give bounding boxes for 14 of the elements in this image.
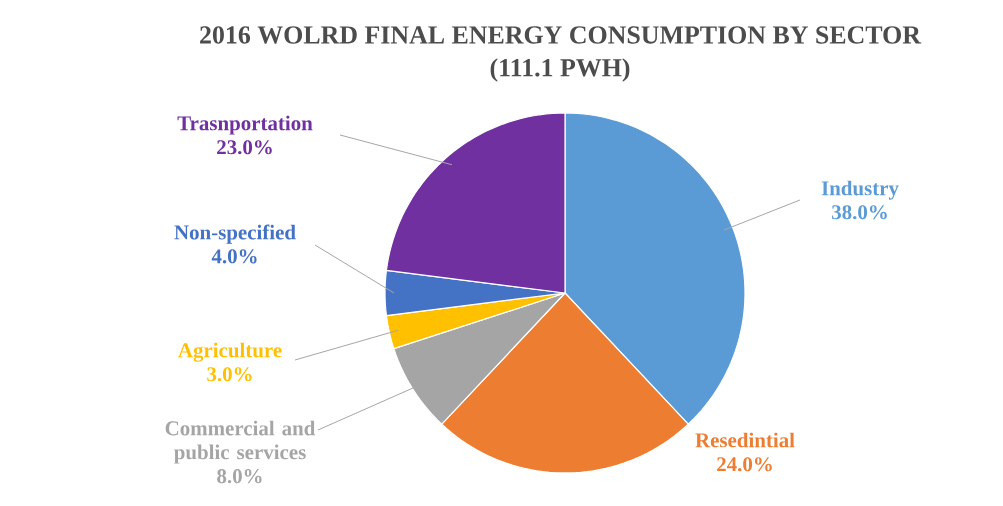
slice-label: Trasnportation [177,115,313,135]
slice-label: Industry [821,180,899,200]
data-label: 3.0% [207,367,252,382]
data-label: 8.0% [217,469,262,484]
data-label: 4.0% [211,249,257,264]
data-label: 23.0% [217,140,272,155]
data-label: 38.0% [832,205,887,220]
slice-label: Commercial and public services [165,420,316,464]
chart-title: 2016 WOLRD FINAL ENERGY CONSUMPTION BY SECTOR [200,26,922,44]
data-label: 24.0% [717,457,772,472]
chart-subtitle: (111.1 PWH) [490,58,630,82]
slice-label: Non-specified [174,224,296,244]
slice-label: Resedintial [695,432,795,448]
slice-label: Agriculture [178,342,282,362]
